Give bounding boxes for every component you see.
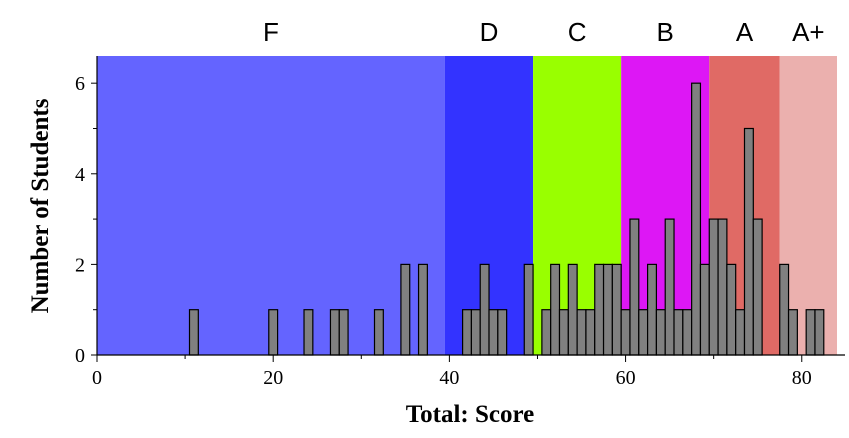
- histogram-bar: [664, 218, 675, 356]
- histogram-bar: [602, 263, 613, 356]
- histogram-bar: [726, 263, 737, 356]
- histogram-bar: [620, 309, 631, 356]
- histogram-bar: [699, 263, 710, 356]
- histogram-bar: [655, 309, 666, 356]
- y-tick-label: 0: [75, 345, 85, 367]
- grade-band-0: [97, 56, 445, 355]
- histogram-bar: [461, 309, 473, 356]
- histogram-bar: [814, 309, 825, 356]
- histogram-bar: [787, 309, 798, 356]
- histogram-bar: [673, 309, 684, 356]
- histogram-bar: [611, 263, 622, 356]
- grade-band-label: C: [568, 17, 587, 47]
- x-tick-label: 0: [92, 367, 102, 389]
- histogram-bar: [497, 309, 508, 356]
- grade-band-5: [779, 56, 837, 355]
- histogram-bar: [188, 309, 199, 356]
- histogram-bar: [550, 263, 561, 356]
- grade-band-label: F: [263, 17, 279, 47]
- histogram-bar: [629, 218, 640, 356]
- histogram-bar: [638, 309, 649, 356]
- histogram-bar: [805, 309, 816, 356]
- grade-band-label: B: [657, 17, 674, 47]
- histogram-bar: [541, 309, 552, 356]
- histogram-bar: [479, 263, 490, 356]
- grade-band-labels: F D C B A A+: [263, 17, 825, 47]
- histogram-bar: [646, 263, 658, 356]
- x-tick-label: 20: [263, 367, 283, 389]
- histogram-bar: [523, 263, 534, 356]
- histogram-bar: [488, 309, 499, 356]
- histogram-bar: [743, 127, 754, 356]
- y-tick-label: 2: [75, 254, 85, 276]
- histogram-bar: [752, 218, 763, 356]
- histogram-bar: [558, 309, 569, 356]
- grade-band-label: A+: [792, 17, 825, 47]
- histogram-bar: [470, 309, 481, 356]
- histogram-bar: [567, 263, 578, 356]
- histogram-bar: [691, 82, 702, 356]
- histogram-bar: [682, 309, 693, 356]
- axes: 0 20 40 60 80 0 2 4 6: [75, 56, 845, 389]
- histogram-bar: [268, 309, 279, 356]
- y-tick-label: 6: [75, 73, 85, 95]
- histogram-bar: [417, 263, 428, 356]
- histogram-bar: [373, 309, 384, 356]
- histogram-bar: [735, 309, 746, 356]
- x-tick-label: 40: [439, 367, 459, 389]
- histogram-bar: [576, 309, 587, 356]
- x-tick-label: 80: [792, 367, 812, 389]
- x-axis-title: Total: Score: [406, 401, 534, 428]
- histogram-bar: [400, 263, 411, 356]
- histogram-bar: [338, 309, 349, 356]
- histogram-bar: [303, 309, 314, 356]
- histogram-bar: [708, 218, 719, 356]
- y-axis-title: Number of Students: [27, 98, 54, 313]
- histogram-bar: [594, 263, 605, 356]
- histogram-bar: [779, 263, 790, 356]
- x-tick-label: 60: [616, 367, 636, 389]
- histogram-bar: [717, 218, 728, 356]
- histogram-bar: [585, 309, 596, 356]
- histogram-bar: [329, 309, 340, 356]
- grade-band-label: A: [736, 17, 754, 47]
- grade-band-label: D: [480, 17, 499, 47]
- y-tick-label: 4: [75, 164, 85, 186]
